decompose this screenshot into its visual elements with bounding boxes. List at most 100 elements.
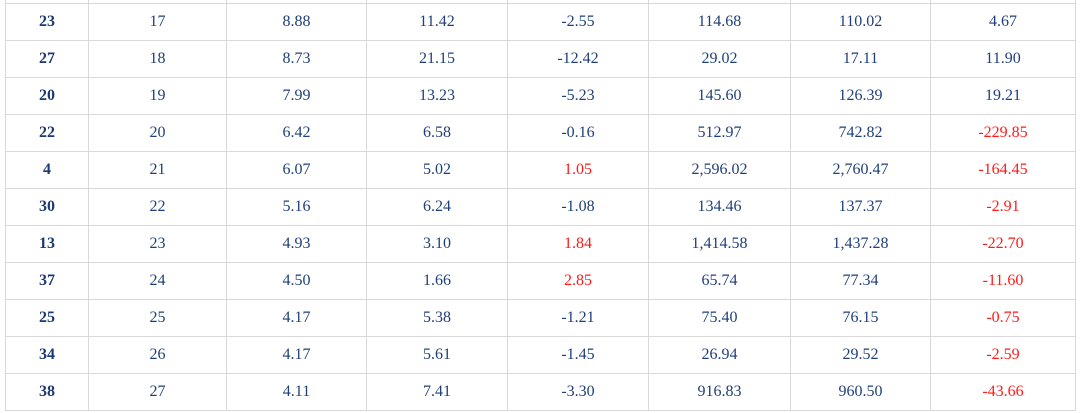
row-id-cell: 37	[5, 262, 89, 300]
table-cell: 4.93	[226, 225, 367, 263]
row-id-cell: 30	[5, 188, 89, 226]
table-cell: 5.61	[366, 336, 508, 374]
table-cell: 19.21	[930, 77, 1076, 115]
table-cell: 2,596.02	[648, 151, 791, 189]
table-cell: 23	[88, 225, 227, 263]
table-cell: 65.74	[648, 262, 791, 300]
table-cell: -1.21	[507, 299, 649, 337]
table-row: 13 23 4.93 3.10 1.84 1,414.58 1,437.28 -22.70	[5, 225, 1076, 263]
table-cell: -2.91	[930, 188, 1076, 226]
table-cell: 8.88	[226, 3, 367, 41]
table-cell: 7.99	[226, 77, 367, 115]
table-cell: 7.41	[366, 373, 508, 411]
table-cell: 134.46	[648, 188, 791, 226]
table-cell: -229.85	[930, 114, 1076, 152]
table-cell: 114.68	[648, 3, 791, 41]
table-cell: 916.83	[648, 373, 791, 411]
table-cell: -12.42	[507, 40, 649, 78]
table-cell: 75.40	[648, 299, 791, 337]
table-cell: -0.16	[507, 114, 649, 152]
table-cell: 6.42	[226, 114, 367, 152]
table-cell: 26	[88, 336, 227, 374]
table-cell: 5.16	[226, 188, 367, 226]
table-cell: 6.58	[366, 114, 508, 152]
table-row: 22 20 6.42 6.58 -0.16 512.97 742.82 -229.85	[5, 114, 1076, 152]
table-cell: 21.15	[366, 40, 508, 78]
table-cell: 4.17	[226, 299, 367, 337]
table-cell: -22.70	[930, 225, 1076, 263]
table-cell: 6.07	[226, 151, 367, 189]
table-cell: 1.05	[507, 151, 649, 189]
table-row: 34 26 4.17 5.61 -1.45 26.94 29.52 -2.59	[5, 336, 1076, 374]
table-cell: 5.02	[366, 151, 508, 189]
table-row: 37 24 4.50 1.66 2.85 65.74 77.34 -11.60	[5, 262, 1076, 300]
table-cell: 19	[88, 77, 227, 115]
table-cell: 1,414.58	[648, 225, 791, 263]
table-cell: 512.97	[648, 114, 791, 152]
table-cell: 18	[88, 40, 227, 78]
table-cell: 76.15	[790, 299, 931, 337]
row-id-cell: 23	[5, 3, 89, 41]
table-cell: 17	[88, 3, 227, 41]
table-cell: 11.42	[366, 3, 508, 41]
table-cell: -11.60	[930, 262, 1076, 300]
table-cell: 26.94	[648, 336, 791, 374]
table-cell: -3.30	[507, 373, 649, 411]
table-cell: 4.50	[226, 262, 367, 300]
table-cell: 126.39	[790, 77, 931, 115]
table-row: 27 18 8.73 21.15 -12.42 29.02 17.11 11.90	[5, 40, 1076, 78]
table-cell: -1.08	[507, 188, 649, 226]
table-cell: 22	[88, 188, 227, 226]
table-row: 38 27 4.11 7.41 -3.30 916.83 960.50 -43.66	[5, 373, 1076, 411]
table-cell: 25	[88, 299, 227, 337]
table-cell: -1.45	[507, 336, 649, 374]
table-cell: 1,437.28	[790, 225, 931, 263]
table-cell: -43.66	[930, 373, 1076, 411]
table-row: 25 25 4.17 5.38 -1.21 75.40 76.15 -0.75	[5, 299, 1076, 337]
table-row: 4 21 6.07 5.02 1.05 2,596.02 2,760.47 -164.45	[5, 151, 1076, 189]
table-cell: -164.45	[930, 151, 1076, 189]
row-id-cell: 4	[5, 151, 89, 189]
table-cell: -5.23	[507, 77, 649, 115]
table-cell: 960.50	[790, 373, 931, 411]
table-cell: 17.11	[790, 40, 931, 78]
table-cell: 20	[88, 114, 227, 152]
data-table: 23 17 8.88 11.42 -2.55 114.68 110.02 4.67 27 18 8.…	[5, 0, 1076, 411]
table-cell: 2,760.47	[790, 151, 931, 189]
row-id-cell: 38	[5, 373, 89, 411]
table-cell: 3.10	[366, 225, 508, 263]
table-cell: 1.84	[507, 225, 649, 263]
row-id-cell: 20	[5, 77, 89, 115]
table-cell: 8.73	[226, 40, 367, 78]
table-cell: 21	[88, 151, 227, 189]
table-cell: 4.11	[226, 373, 367, 411]
row-id-cell: 22	[5, 114, 89, 152]
table-cell: -0.75	[930, 299, 1076, 337]
row-id-cell: 27	[5, 40, 89, 78]
table-cell: 4.17	[226, 336, 367, 374]
table-cell: 11.90	[930, 40, 1076, 78]
table-cell: 13.23	[366, 77, 508, 115]
table-cell: 24	[88, 262, 227, 300]
table-cell: 77.34	[790, 262, 931, 300]
row-id-cell: 34	[5, 336, 89, 374]
table-body: 23 17 8.88 11.42 -2.55 114.68 110.02 4.67 27 18 8.…	[5, 0, 1076, 411]
table-cell: 27	[88, 373, 227, 411]
table-cell: 29.02	[648, 40, 791, 78]
table-row: 20 19 7.99 13.23 -5.23 145.60 126.39 19.21	[5, 77, 1076, 115]
table-cell: 145.60	[648, 77, 791, 115]
table-row: 23 17 8.88 11.42 -2.55 114.68 110.02 4.67	[5, 3, 1076, 41]
table-cell: -2.59	[930, 336, 1076, 374]
table-cell: 6.24	[366, 188, 508, 226]
table-cell: 742.82	[790, 114, 931, 152]
table-cell: -2.55	[507, 3, 649, 41]
table-cell: 1.66	[366, 262, 508, 300]
table-cell: 29.52	[790, 336, 931, 374]
row-id-cell: 25	[5, 299, 89, 337]
table-row: 30 22 5.16 6.24 -1.08 134.46 137.37 -2.91	[5, 188, 1076, 226]
table-cell: 5.38	[366, 299, 508, 337]
table-cell: 110.02	[790, 3, 931, 41]
row-id-cell: 13	[5, 225, 89, 263]
table-cell: 4.67	[930, 3, 1076, 41]
